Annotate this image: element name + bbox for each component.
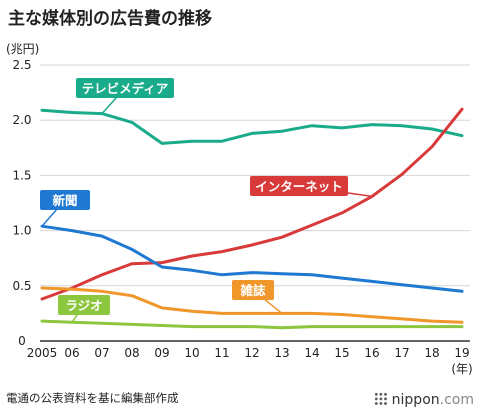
y-axis-unit-label: (兆円) — [6, 42, 40, 56]
dots-icon — [373, 392, 388, 406]
x-tick-label: 14 — [304, 346, 319, 360]
y-tick-label: 1.0 — [12, 224, 31, 238]
x-tick-label: 2005 — [27, 346, 58, 360]
x-tick-label: 18 — [424, 346, 439, 360]
series-label-box — [232, 280, 274, 300]
x-tick-label: 16 — [364, 346, 379, 360]
brand-logo: nippon.com — [373, 392, 474, 408]
series-label: 雑誌 — [239, 283, 266, 298]
series-label-box — [40, 190, 90, 210]
series-line — [40, 319, 464, 330]
x-tick-label: 07 — [94, 346, 109, 360]
y-tick-label: 2.0 — [12, 113, 31, 127]
x-tick-label: 15 — [334, 346, 349, 360]
x-tick-label: 09 — [154, 346, 169, 360]
y-tick-label: 0 — [18, 334, 26, 348]
series-line — [40, 108, 464, 145]
x-tick-label: 17 — [394, 346, 409, 360]
series-label-box — [76, 78, 174, 98]
y-tick-label: 0.5 — [12, 279, 31, 293]
series-label-box — [250, 176, 348, 196]
series-label: ラジオ — [65, 298, 102, 313]
y-tick-label: 1.5 — [12, 168, 31, 182]
series-line — [40, 224, 464, 293]
x-tick-label: 10 — [184, 346, 199, 360]
series-label: テレビメディア — [82, 81, 169, 96]
x-tick-label: 06 — [64, 346, 79, 360]
series-line — [40, 286, 464, 324]
series-label: 新聞 — [52, 193, 77, 208]
x-tick-label: 19 — [454, 346, 469, 360]
x-tick-label: 13 — [274, 346, 289, 360]
series-label-box — [58, 295, 110, 315]
series-line — [40, 107, 464, 301]
x-tick-label: 12 — [244, 346, 259, 360]
brand-suffix: .com — [439, 392, 474, 408]
chart-title: 主な媒体別の広告費の推移 — [8, 9, 212, 29]
x-tick-label: 11 — [214, 346, 229, 360]
x-axis-unit-label: (年) — [451, 362, 472, 376]
brand-name: nippon — [391, 392, 440, 408]
source-note: 電通の公表資料を基に編集部作成 — [6, 391, 179, 405]
y-tick-label: 2.5 — [12, 58, 31, 72]
series-label: インターネット — [255, 179, 343, 194]
x-tick-label: 08 — [124, 346, 139, 360]
